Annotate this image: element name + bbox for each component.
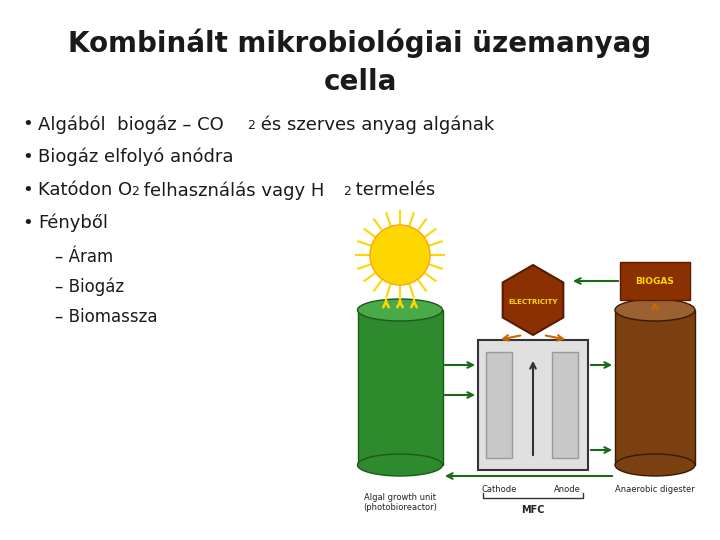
Text: felhasználás vagy H: felhasználás vagy H xyxy=(138,181,325,199)
Bar xyxy=(615,310,695,465)
Text: •: • xyxy=(22,148,32,166)
Text: Fényből: Fényből xyxy=(38,214,108,233)
Text: •: • xyxy=(22,214,32,232)
Ellipse shape xyxy=(358,454,443,476)
Text: 2: 2 xyxy=(343,185,351,198)
Text: Anaerobic digester: Anaerobic digester xyxy=(615,485,695,494)
Text: Anode: Anode xyxy=(554,485,580,494)
Text: BIOGAS: BIOGAS xyxy=(636,276,675,286)
Text: Kombinált mikrobiológiai üzemanyag: Kombinált mikrobiológiai üzemanyag xyxy=(68,28,652,57)
Bar xyxy=(552,352,578,458)
Ellipse shape xyxy=(358,299,443,321)
Text: Biogáz elfolyó anódra: Biogáz elfolyó anódra xyxy=(38,148,233,166)
Text: •: • xyxy=(22,181,32,199)
Text: termelés: termelés xyxy=(350,181,436,199)
Text: Cathode: Cathode xyxy=(481,485,517,494)
Text: Algából  biogáz – CO: Algából biogáz – CO xyxy=(38,115,224,133)
Polygon shape xyxy=(503,265,563,335)
Text: •: • xyxy=(22,115,32,133)
Ellipse shape xyxy=(615,454,695,476)
Text: – Biomassza: – Biomassza xyxy=(55,308,158,326)
Circle shape xyxy=(370,225,430,285)
Text: 2: 2 xyxy=(247,119,255,132)
Bar xyxy=(358,310,443,465)
Text: ELECTRICITY: ELECTRICITY xyxy=(508,299,558,305)
Text: 2: 2 xyxy=(131,185,139,198)
Text: és szerves anyag algának: és szerves anyag algának xyxy=(255,115,494,133)
Text: cella: cella xyxy=(323,68,397,96)
Text: Katódon O: Katódon O xyxy=(38,181,132,199)
Bar xyxy=(486,352,512,458)
Text: Algal growth unit
(photobioreactor): Algal growth unit (photobioreactor) xyxy=(363,493,437,512)
Text: – Áram: – Áram xyxy=(55,248,113,266)
FancyBboxPatch shape xyxy=(620,262,690,300)
Ellipse shape xyxy=(615,299,695,321)
Text: MFC: MFC xyxy=(521,505,545,515)
Bar xyxy=(478,340,588,470)
Text: – Biogáz: – Biogáz xyxy=(55,278,124,296)
